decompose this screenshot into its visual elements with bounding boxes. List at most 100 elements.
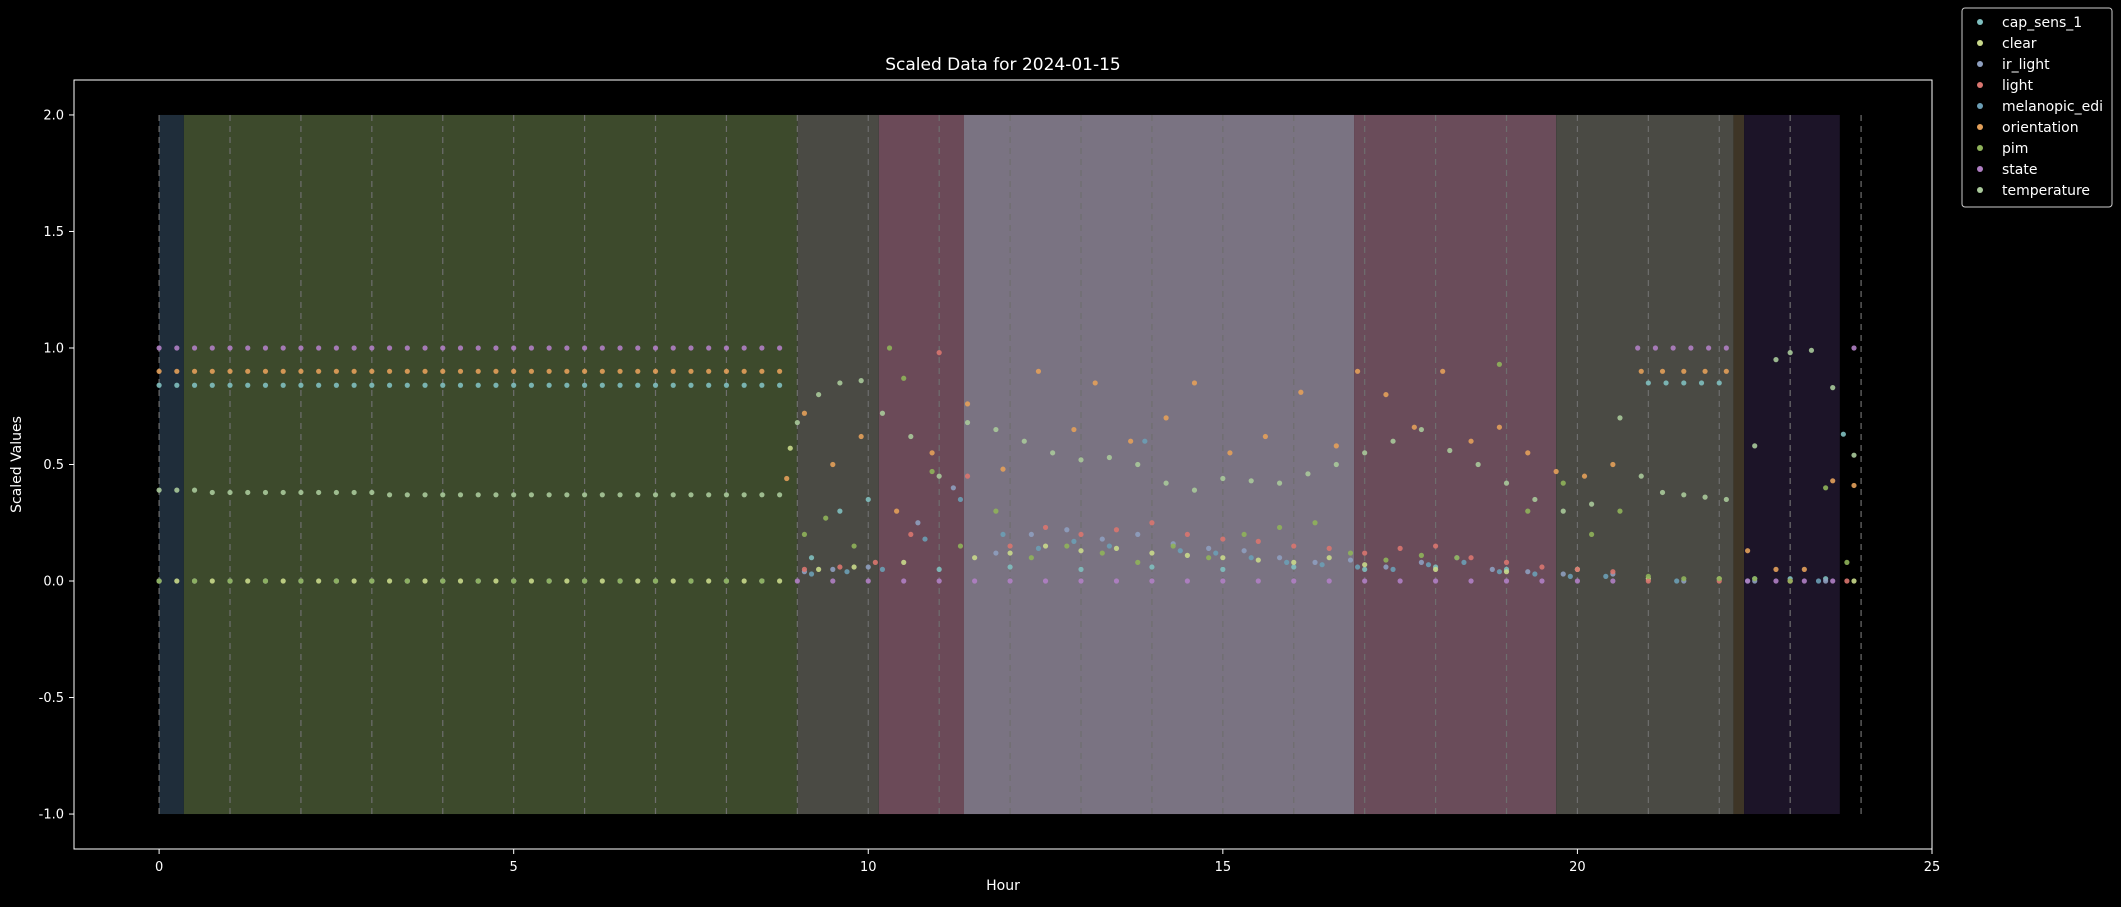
data-point [546, 492, 552, 498]
data-point [706, 578, 712, 584]
data-point [1354, 368, 1361, 374]
data-point [1135, 461, 1141, 468]
series-temperature [156, 347, 1857, 514]
data-point [929, 468, 935, 475]
data-point [801, 531, 808, 538]
data-point [493, 368, 499, 374]
data-point [1213, 550, 1219, 556]
data-point [1276, 524, 1283, 531]
data-point [404, 492, 410, 498]
data-point [581, 345, 588, 351]
data-point [1248, 478, 1254, 484]
data-point [599, 492, 605, 498]
data-point [635, 578, 641, 584]
background-band [159, 114, 184, 815]
data-point [209, 489, 215, 496]
legend-marker [1977, 40, 1983, 46]
data-point [1362, 578, 1368, 584]
data-point [1390, 438, 1396, 444]
legend-label: temperature [2002, 183, 2090, 199]
data-point [1815, 578, 1822, 584]
data-point [511, 345, 517, 351]
data-point [1830, 478, 1836, 484]
data-point [245, 489, 251, 496]
data-point [599, 578, 605, 584]
data-point [1670, 345, 1676, 351]
data-point [457, 492, 464, 498]
data-point [1163, 480, 1169, 486]
data-point [670, 382, 676, 388]
data-point [1553, 468, 1559, 475]
data-point [227, 578, 233, 584]
data-point [1028, 555, 1034, 561]
data-point [1184, 552, 1190, 558]
data-point [1496, 569, 1503, 575]
data-point [1773, 578, 1779, 584]
legend-box [1961, 7, 2113, 208]
data-point [652, 345, 659, 351]
data-point [386, 345, 393, 351]
data-point [1773, 566, 1779, 572]
data-point [741, 345, 747, 351]
data-point [440, 368, 446, 374]
data-point [1681, 492, 1687, 498]
data-point [298, 345, 304, 351]
data-point [440, 578, 446, 584]
data-point [511, 578, 517, 584]
data-point [475, 382, 481, 388]
legend-marker [1977, 82, 1983, 88]
data-point [1432, 543, 1439, 549]
data-point [1674, 578, 1680, 584]
data-point [209, 382, 215, 388]
data-point [1801, 578, 1807, 584]
data-point [808, 555, 815, 561]
data-point [1191, 487, 1198, 493]
data-point [1539, 578, 1545, 584]
data-point [1078, 578, 1084, 584]
data-point [1227, 450, 1233, 456]
data-point [1035, 545, 1042, 551]
data-point [422, 368, 428, 374]
data-point [1468, 555, 1474, 561]
data-point [475, 578, 481, 584]
data-point [670, 578, 676, 584]
data-point [670, 345, 676, 351]
data-point [475, 345, 481, 351]
data-point [599, 345, 605, 351]
data-point [929, 450, 935, 456]
data-point [369, 578, 375, 584]
data-point [1354, 564, 1361, 570]
data-point [1149, 578, 1155, 584]
data-point [156, 345, 162, 351]
data-point [1539, 564, 1545, 570]
data-point [457, 345, 464, 351]
data-point [262, 489, 269, 496]
data-point [245, 578, 251, 584]
data-point [1362, 450, 1368, 456]
data-point [1362, 566, 1368, 572]
x-axis-ticks: 0 5 10 15 20 25 [155, 849, 1940, 875]
data-point [1291, 543, 1297, 549]
data-point [723, 492, 730, 498]
data-point [1220, 566, 1226, 572]
data-point [1326, 545, 1332, 551]
data-point [1830, 578, 1836, 584]
data-point [865, 578, 871, 584]
data-point [901, 559, 907, 565]
data-point [1475, 461, 1481, 468]
data-point [1808, 347, 1815, 353]
data-point [1418, 426, 1425, 433]
data-point [688, 382, 694, 388]
data-point [1092, 380, 1098, 386]
data-point [1007, 564, 1013, 570]
data-point [227, 489, 233, 496]
data-point [1560, 508, 1566, 514]
data-point [564, 382, 570, 388]
data-point [706, 382, 712, 388]
data-point [440, 345, 446, 351]
data-point [617, 345, 623, 351]
data-point [886, 345, 893, 351]
data-point [1276, 480, 1283, 486]
